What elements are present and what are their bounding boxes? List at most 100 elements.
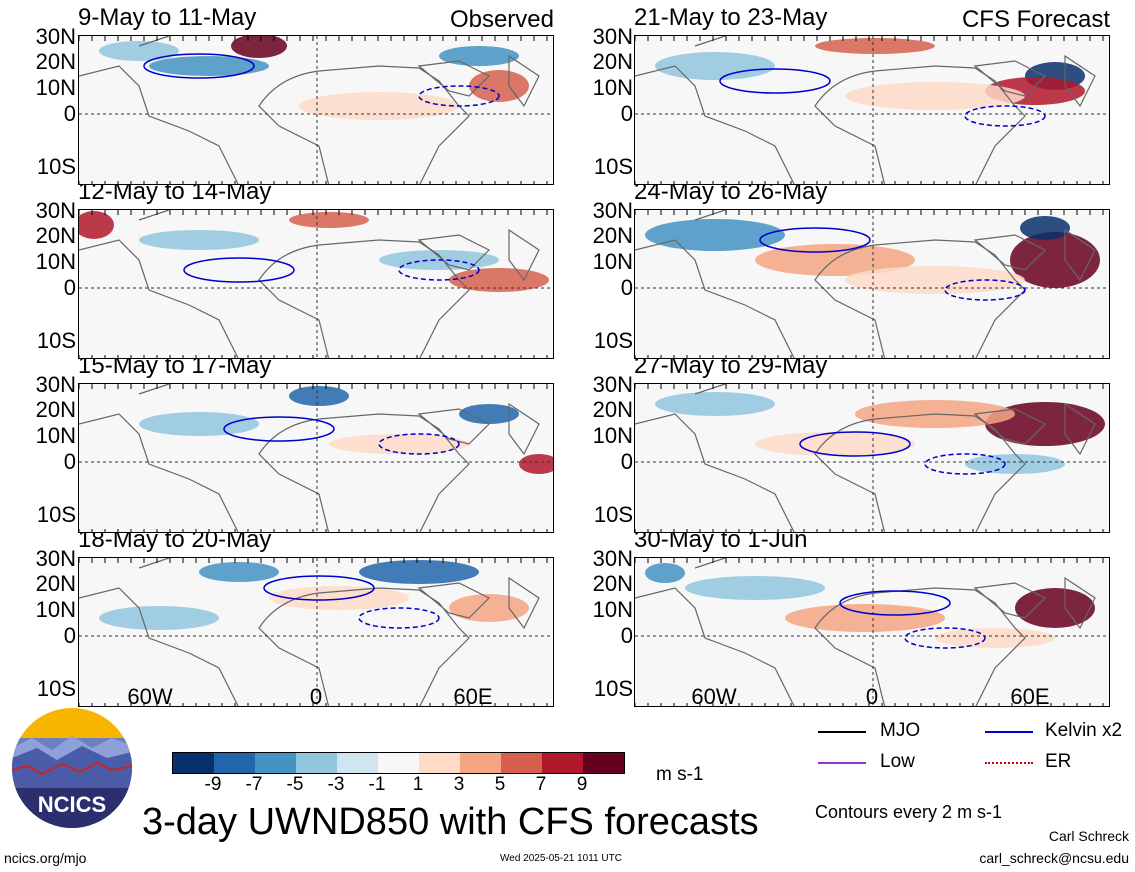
coastline bbox=[79, 558, 239, 706]
coastline bbox=[635, 210, 795, 358]
coastline bbox=[635, 36, 795, 184]
kelvin-legend-line bbox=[985, 731, 1033, 733]
map-panel-3 bbox=[78, 209, 554, 359]
anomaly-shading bbox=[359, 560, 479, 584]
kelvin-contour bbox=[398, 259, 480, 281]
lat-label-20n: 20N bbox=[35, 49, 76, 74]
anomaly-shading bbox=[199, 562, 279, 582]
lat-label-0: 0 bbox=[620, 101, 633, 126]
kelvin-contour bbox=[839, 590, 951, 616]
anomaly-shading bbox=[299, 92, 459, 120]
low-legend-line bbox=[818, 762, 866, 764]
anomaly-shading bbox=[139, 230, 259, 250]
mjo-legend-line bbox=[818, 731, 866, 733]
colorbar-swatch bbox=[460, 753, 501, 773]
kelvin-contour bbox=[924, 453, 1006, 475]
coastline bbox=[417, 228, 540, 282]
lat-label-10n: 10N bbox=[592, 423, 633, 448]
colorbar-unit: m s-1 bbox=[656, 764, 704, 785]
anomaly-shading bbox=[99, 41, 179, 61]
kelvin-contour bbox=[378, 433, 460, 455]
map-panel-7 bbox=[78, 557, 554, 707]
colorbar-tick: -1 bbox=[368, 774, 386, 795]
colorbar-tick: 1 bbox=[412, 774, 424, 795]
lat-label-20n: 20N bbox=[592, 571, 633, 596]
anomaly-shading bbox=[269, 586, 409, 610]
lat-label-0: 0 bbox=[620, 623, 633, 648]
lon-label-60w-left: 60W bbox=[127, 684, 173, 709]
lat-label-10s: 10S bbox=[593, 502, 633, 527]
anomaly-shading bbox=[149, 56, 269, 76]
lat-label-0: 0 bbox=[620, 275, 633, 300]
lat-label-20n: 20N bbox=[592, 223, 633, 248]
lat-label-30n: 30N bbox=[35, 24, 76, 49]
coastline bbox=[814, 413, 1026, 532]
anomaly-shading bbox=[685, 576, 825, 600]
anomaly-shading bbox=[231, 36, 287, 58]
anomaly-shading bbox=[79, 211, 114, 239]
main-title: 3-day UWND850 with CFS forecasts bbox=[142, 801, 759, 843]
map-panel-2 bbox=[634, 35, 1110, 185]
kelvin-contour bbox=[183, 257, 295, 283]
colorbar-tick: -5 bbox=[286, 774, 304, 795]
anomaly-shading bbox=[815, 38, 935, 54]
logo-text: NCICS bbox=[38, 792, 106, 817]
lat-label-10n: 10N bbox=[592, 249, 633, 274]
anomaly-shading bbox=[1015, 588, 1095, 628]
kelvin-contour bbox=[944, 279, 1026, 301]
colorbar-tick: -3 bbox=[327, 774, 345, 795]
anomaly-shading bbox=[935, 628, 1055, 648]
colorbar-tick: 9 bbox=[576, 774, 588, 795]
coastline bbox=[973, 228, 1096, 282]
colorbar bbox=[172, 752, 625, 774]
anomaly-shading bbox=[785, 604, 945, 632]
colorbar-swatch bbox=[337, 753, 378, 773]
coastline bbox=[79, 36, 239, 184]
anomaly-shading bbox=[439, 46, 519, 66]
anomaly-shading bbox=[845, 266, 1025, 294]
anomaly-shading bbox=[965, 454, 1065, 474]
lat-label-10n: 10N bbox=[592, 597, 633, 622]
coastline bbox=[258, 587, 470, 706]
kelvin-legend-label: Kelvin x2 bbox=[1045, 720, 1123, 741]
lat-label-10s: 10S bbox=[593, 328, 633, 353]
author-email[interactable]: carl_schreck@ncsu.edu bbox=[979, 850, 1129, 866]
map-panel-1 bbox=[78, 35, 554, 185]
lat-label-0: 0 bbox=[63, 449, 76, 474]
anomaly-shading bbox=[459, 404, 519, 424]
anomaly-shading bbox=[645, 219, 785, 251]
lon-label-60e-left: 60E bbox=[453, 684, 493, 709]
lat-label-10n: 10N bbox=[592, 75, 633, 100]
lat-label-0: 0 bbox=[63, 101, 76, 126]
coastline bbox=[973, 576, 1096, 630]
kelvin-contour bbox=[964, 105, 1046, 127]
anomaly-shading bbox=[1010, 232, 1100, 288]
anomaly-shading bbox=[1020, 216, 1070, 240]
lat-label-20n: 20N bbox=[592, 397, 633, 422]
lat-label-0: 0 bbox=[63, 275, 76, 300]
er-legend-line bbox=[985, 762, 1033, 764]
lat-label-30n: 30N bbox=[592, 546, 633, 571]
lon-label-0-left: 0 bbox=[309, 684, 323, 709]
lat-label-20n: 20N bbox=[592, 49, 633, 74]
colorbar-tick: 7 bbox=[535, 774, 547, 795]
anomaly-shading bbox=[289, 386, 349, 406]
lat-label-30n: 30N bbox=[35, 198, 76, 223]
lat-label-10n: 10N bbox=[35, 597, 76, 622]
coastline bbox=[814, 587, 1026, 706]
lat-label-30n: 30N bbox=[592, 198, 633, 223]
coastline bbox=[635, 384, 795, 532]
lon-label-60w-right: 60W bbox=[691, 684, 737, 709]
lat-label-10s: 10S bbox=[36, 328, 76, 353]
lon-label-0-right: 0 bbox=[865, 684, 879, 709]
colorbar-swatch bbox=[255, 753, 296, 773]
source-url[interactable]: ncics.org/mjo bbox=[4, 850, 87, 866]
coastline bbox=[417, 402, 540, 456]
colorbar-swatch bbox=[173, 753, 214, 773]
anomaly-shading bbox=[139, 412, 259, 436]
colorbar-swatch bbox=[583, 753, 624, 773]
colorbar-swatch bbox=[214, 753, 255, 773]
coastline bbox=[258, 65, 470, 184]
coastline bbox=[417, 576, 540, 630]
lat-label-20n: 20N bbox=[35, 223, 76, 248]
